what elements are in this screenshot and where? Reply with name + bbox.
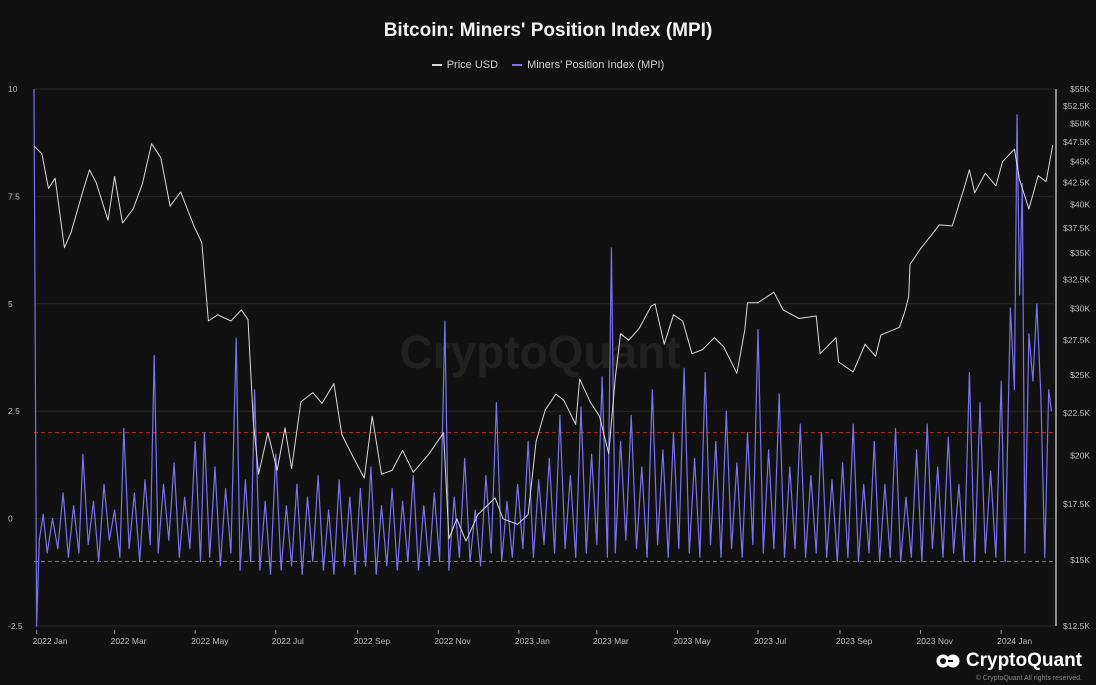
right-tick-label: $15K xyxy=(1070,555,1090,565)
right-tick-label: $47.5K xyxy=(1063,137,1090,147)
legend-item-mpi[interactable]: Miners' Position Index (MPI) xyxy=(512,59,664,71)
gridlines xyxy=(34,88,1054,627)
x-tick-label: 2023 Mar xyxy=(593,636,629,646)
copyright-text: © CryptoQuant All rights reserved. xyxy=(975,675,1082,682)
left-tick-label: 0 xyxy=(8,514,13,524)
left-axis: 10 7.5 5 2.5 0 -2.5 xyxy=(8,84,23,631)
right-tick-label: $37.5K xyxy=(1063,223,1090,233)
right-tick-label: $35K xyxy=(1070,248,1090,258)
left-tick-label: 7.5 xyxy=(8,191,20,201)
right-tick-label: $50K xyxy=(1070,119,1090,129)
price-series-line xyxy=(33,143,1054,542)
cryptoquant-logo[interactable]: CryptoQuant xyxy=(936,650,1082,672)
right-tick-label: $25K xyxy=(1070,370,1090,380)
right-tick-label: $32.5K xyxy=(1063,275,1090,285)
right-tick-label: $45K xyxy=(1070,157,1090,167)
right-tick-label: $17.5K xyxy=(1063,499,1090,509)
chart-title: Bitcoin: Miners' Position Index (MPI) xyxy=(383,20,713,41)
x-tick-label: 2024 Jan xyxy=(997,636,1032,646)
x-tick-label: 2023 Nov xyxy=(917,636,954,646)
right-tick-label: $12.5K xyxy=(1063,621,1090,631)
right-tick-label: $22.5K xyxy=(1063,408,1090,418)
right-axis: $55K $52.5K $50K $47.5K $45K $42.5K $40K $37.5K… xyxy=(1055,84,1090,631)
legend-item-price[interactable]: Price USD xyxy=(431,59,499,71)
left-tick-label: 2.5 xyxy=(8,406,20,416)
right-tick-label: $20K xyxy=(1070,451,1090,461)
brand-name: CryptoQuant xyxy=(965,650,1082,671)
right-tick-label: $40K xyxy=(1070,199,1090,209)
x-tick-label: 2023 Jul xyxy=(754,636,786,646)
x-tick-label: 2022 Sep xyxy=(354,636,391,646)
left-tick-label: 5 xyxy=(8,299,13,309)
legend-swatch-mpi xyxy=(512,64,523,66)
x-tick-label: 2022 Nov xyxy=(434,636,471,646)
x-tick-label: 2023 Jan xyxy=(515,636,550,646)
right-tick-label: $52.5K xyxy=(1063,101,1090,111)
right-tick-label: $30K xyxy=(1070,304,1090,314)
mpi-series-line xyxy=(33,88,1052,627)
left-tick-label: -2.5 xyxy=(8,621,23,631)
x-tick-label: 2022 Mar xyxy=(111,636,147,646)
left-tick-label: 10 xyxy=(8,84,18,94)
x-tick-label: 2022 May xyxy=(191,636,229,646)
x-axis: 2022 Jan 2022 Mar 2022 May 2022 Jul 2022 Sep… xyxy=(33,630,1032,646)
x-tick-label: 2022 Jan xyxy=(33,636,68,646)
x-tick-label: 2022 Jul xyxy=(272,636,304,646)
legend-swatch-price xyxy=(431,64,442,66)
series-layer xyxy=(33,88,1054,627)
right-tick-label: $27.5K xyxy=(1063,335,1090,345)
x-tick-label: 2023 May xyxy=(673,636,711,646)
right-tick-label: $42.5K xyxy=(1063,177,1090,187)
legend: Price USD Miners' Position Index (MPI) xyxy=(0,59,1096,71)
right-tick-label: $55K xyxy=(1070,84,1090,94)
watermark: CryptoQuant xyxy=(399,326,680,378)
legend-label-mpi: Miners' Position Index (MPI) xyxy=(527,59,665,71)
legend-label-price: Price USD xyxy=(446,59,499,71)
x-tick-label: 2023 Sep xyxy=(836,636,873,646)
cryptoquant-logo-icon xyxy=(936,654,960,668)
